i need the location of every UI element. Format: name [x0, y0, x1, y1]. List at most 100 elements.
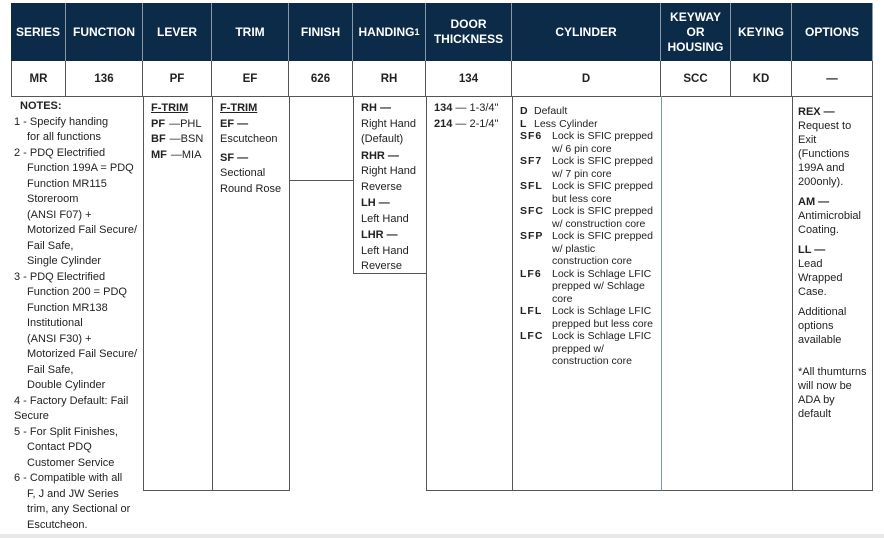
lever-heading: F-TRIM: [151, 102, 189, 114]
cylinder-desc: Less Cylinder: [534, 117, 598, 130]
option-code: LL —: [798, 244, 826, 256]
header-keyway: KEYWAY OR HOUSING: [661, 3, 731, 61]
cylinder-box: D Default L Less Cylinder SF6 Lock is SFIC pr…: [512, 96, 662, 491]
note-line: Motorized Fail Secure/: [27, 224, 138, 236]
cylinder-code: D: [520, 105, 529, 117]
cylinder-desc: Lock is Schlage LFIC prepped w/ Schlage …: [552, 267, 652, 305]
note-line: 3 - PDQ Electrified: [14, 270, 106, 283]
lever-box: F-TRIM PF —PHL BF —BSN MF —MIA: [143, 96, 213, 491]
lever-option: PF —PHL: [151, 117, 205, 133]
cylinder-code: SFP: [520, 230, 544, 242]
header-finish: FINISH: [289, 3, 353, 61]
cylinder-code: L: [520, 117, 528, 130]
option-desc: Request to Exit (Functions 199A and 200o…: [798, 120, 852, 188]
note-line: 5 - For Split Finishes,: [14, 425, 118, 438]
handing-code: RH —: [361, 102, 391, 114]
value-keying: KD: [731, 61, 792, 97]
note-line: 2 - PDQ Electrified: [14, 146, 106, 159]
note-line: Storeroom: [27, 193, 79, 205]
handing-code: LHR —: [361, 229, 398, 241]
door-code: 134: [434, 102, 453, 114]
cylinder-desc: Lock is SFIC prepped but less core: [552, 180, 653, 205]
door-box: 134 — 1-3/4" 214 — 2-1/4": [426, 96, 513, 491]
cylinder-desc: Lock is SFIC prepped w/ construction cor…: [552, 205, 653, 230]
note-line: trim, any Sectional or: [27, 503, 131, 515]
footnote-marker: 1: [414, 26, 420, 37]
handing-option: LHR — Left Hand Reverse: [361, 228, 419, 275]
header-handing: HANDING 1: [353, 3, 426, 61]
value-series: MR: [11, 61, 66, 97]
handing-option: LH — Left Hand: [361, 196, 419, 227]
cylinder-option: SFL Lock is SFIC prepped but less core: [520, 180, 654, 205]
handing-code: LH —: [361, 197, 390, 209]
header-label: DOOR THICKNESS: [433, 17, 504, 46]
cylinder-code: LF6: [520, 267, 542, 280]
value-finish: 626: [289, 61, 353, 97]
trim-code: EF —: [220, 117, 249, 130]
cylinder-option: SFC Lock is SFIC prepped w/ construction …: [520, 205, 654, 230]
note-line: 4 - Factory Default: Fail: [14, 394, 129, 407]
header-label: KEYWAY OR HOUSING: [667, 9, 724, 54]
cylinder-option: SF7 Lock is SFIC prepped w/ 7 pin core: [520, 155, 654, 180]
header-cylinder: CYLINDER: [512, 3, 661, 61]
cylinder-option: L Less Cylinder: [520, 118, 654, 131]
door-option: 214 — 2-1/4": [434, 117, 505, 133]
header-label: CYLINDER: [555, 24, 617, 39]
cylinder-code: LFC: [520, 330, 544, 342]
note-line: Function MR115: [27, 177, 107, 190]
value-options: —: [792, 61, 873, 97]
header-label: LEVER: [156, 24, 197, 39]
value-cylinder: D: [512, 61, 661, 97]
note-line: Escutcheon.: [27, 518, 88, 531]
header-series: SERIES: [11, 3, 66, 61]
handing-desc: Left Hand: [361, 212, 409, 225]
trim-heading: F-TRIM: [220, 102, 258, 114]
finish-box: [289, 96, 354, 181]
door-option: 134 — 1-3/4": [434, 101, 505, 117]
lever-desc: —MIA: [170, 148, 202, 161]
trim-desc: Escutcheon: [220, 133, 278, 145]
header-door-thickness: DOOR THICKNESS: [426, 3, 512, 61]
cylinder-desc: Lock is SFIC prepped w/ 7 pin core: [552, 155, 653, 180]
lever-option: MF —MIA: [151, 148, 205, 164]
cylinder-option: SFP Lock is SFIC prepped w/ plastic const…: [520, 230, 654, 268]
lever-code: BF: [151, 133, 166, 145]
cylinder-option: SF6 Lock is SFIC prepped w/ 6 pin core: [520, 130, 654, 155]
handing-desc: Left Hand Reverse: [361, 244, 409, 273]
note-line: 6 - Compatible with all: [14, 472, 123, 484]
cylinder-desc: Lock is Schlage LFIC prepped but less co…: [552, 305, 653, 330]
header-label: OPTIONS: [804, 24, 859, 39]
note-line: 1 - Specify handing: [14, 115, 109, 128]
option-item: AM — Antimicrobial Coating.: [798, 195, 867, 237]
handing-option: RH — Right Hand (Default): [361, 101, 419, 148]
cylinder-desc: Lock is SFIC prepped w/ plastic construc…: [552, 230, 653, 267]
cylinder-option: LFL Lock is Schlage LFIC prepped but less…: [520, 305, 654, 330]
note-line: Motorized Fail Secure/: [27, 348, 138, 360]
header-label: KEYING: [737, 24, 784, 39]
cylinder-option: D Default: [520, 105, 654, 118]
header-lever: LEVER: [143, 3, 212, 61]
lever-desc: —PHL: [169, 117, 202, 130]
handing-desc: Right Hand (Default): [361, 117, 417, 146]
option-item: LL — Lead Wrapped Case.: [798, 243, 867, 299]
trim-option: SF — Sectional Round Rose: [220, 151, 282, 198]
option-desc: Lead Wrapped Case.: [798, 258, 843, 298]
note-line: (ANSI F07) +: [27, 208, 92, 221]
note-line: Secure: [14, 410, 49, 422]
trim-code: SF —: [220, 151, 249, 164]
header-label: FINISH: [300, 24, 341, 39]
note-line: Contact PDQ: [27, 441, 92, 453]
option-code: REX —: [798, 106, 835, 118]
cylinder-code: SFC: [520, 205, 544, 217]
cylinder-code: SFL: [520, 180, 543, 192]
note-line: for all functions: [27, 131, 101, 143]
value-door-thickness: 134: [426, 61, 512, 97]
lever-code: PF: [151, 117, 166, 130]
options-box: REX — Request to Exit (Functions 199A and…: [792, 96, 873, 491]
cylinder-desc: Default: [534, 105, 568, 117]
value-trim: EF: [212, 61, 289, 97]
keyway-keying-box: [661, 96, 793, 491]
header-label: TRIM: [235, 24, 265, 39]
lever-desc: —BSN: [169, 133, 204, 145]
note-line: Double Cylinder: [27, 379, 106, 391]
